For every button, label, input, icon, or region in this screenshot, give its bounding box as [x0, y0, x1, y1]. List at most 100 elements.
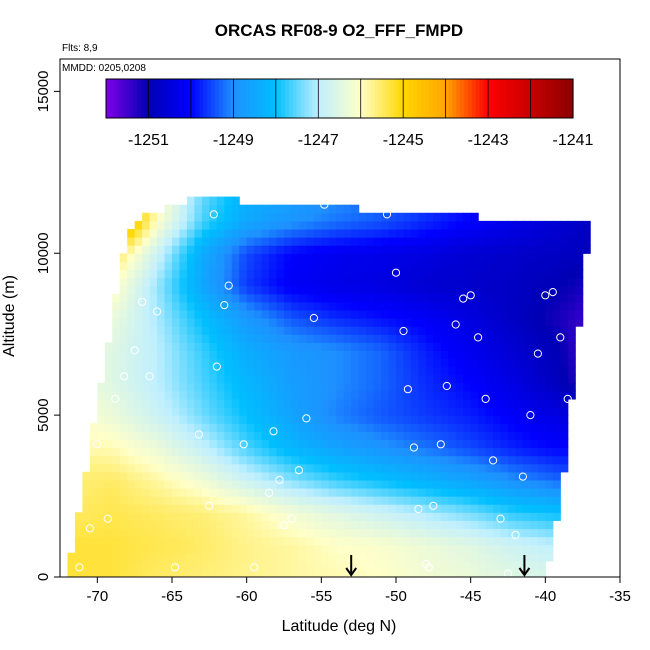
heatmap-cell [157, 568, 166, 577]
heatmap-cell [545, 463, 554, 473]
heatmap-cell [545, 455, 554, 465]
heatmap-cell [470, 237, 479, 246]
heatmap-cell [448, 415, 457, 424]
heatmap-cell [112, 350, 121, 360]
heatmap-cell [396, 228, 405, 238]
heatmap-cell [537, 504, 546, 513]
heatmap-cell [142, 415, 151, 424]
heatmap-cell [149, 415, 158, 424]
heatmap-cell [522, 326, 531, 335]
heatmap-cell [104, 350, 113, 360]
heatmap-cell [530, 496, 539, 505]
heatmap-cell [530, 318, 539, 327]
heatmap-cell [313, 431, 322, 440]
heatmap-cell [134, 318, 143, 327]
heatmap-cell [89, 536, 98, 546]
observation-point [548, 288, 557, 297]
heatmap-cell [209, 204, 218, 214]
heatmap-cell [67, 568, 76, 577]
heatmap-cell [418, 487, 427, 497]
heatmap-cell [366, 415, 375, 424]
heatmap-cell [470, 487, 479, 497]
heatmap-cell [336, 228, 345, 238]
heatmap-cell [284, 277, 293, 287]
heatmap-cell [269, 390, 278, 400]
heatmap-cell [157, 528, 166, 538]
heatmap-cell [97, 382, 106, 392]
heatmap-cell [358, 309, 367, 319]
heatmap-cell [485, 350, 494, 360]
heatmap-cell [373, 423, 382, 432]
heatmap-cell [522, 431, 531, 440]
heatmap-cell [224, 342, 233, 351]
observation-point [209, 210, 218, 219]
heatmap-cell [478, 512, 487, 521]
heatmap-cell [261, 471, 270, 481]
heatmap-cell [478, 439, 487, 449]
heatmap-cell [276, 544, 285, 554]
heatmap-cell [508, 245, 517, 254]
heatmap-cell [508, 334, 517, 343]
heatmap-cell [172, 455, 181, 465]
heatmap-cell [157, 212, 166, 222]
heatmap-cell [366, 568, 375, 577]
heatmap-cell [269, 512, 278, 521]
heatmap-cell [112, 496, 121, 505]
heatmap-cell [254, 431, 263, 440]
heatmap-cell [470, 568, 479, 577]
y-tick-label: 5000 [35, 398, 52, 431]
colorbar-segment [545, 79, 551, 118]
heatmap-cell [254, 366, 263, 376]
heatmap-cell [112, 366, 121, 376]
heatmap-cell [127, 528, 136, 538]
observation-point [556, 333, 565, 342]
heatmap-cell [149, 334, 158, 343]
heatmap-cell [545, 301, 554, 311]
heatmap-cell [381, 431, 390, 440]
heatmap-cell [410, 326, 419, 335]
heatmap-cell [351, 318, 360, 327]
heatmap-cell [149, 520, 158, 530]
heatmap-cell [515, 293, 524, 303]
heatmap-cell [448, 479, 457, 489]
heatmap-cell [515, 390, 524, 400]
colorbar-segment [156, 79, 162, 118]
heatmap-cell [403, 245, 412, 254]
heatmap-cell [254, 496, 263, 505]
heatmap-cell [224, 382, 233, 392]
heatmap-cell [112, 463, 121, 473]
observation-point [399, 326, 408, 336]
heatmap-cell [351, 253, 360, 262]
heatmap-cell [575, 318, 584, 327]
heatmap-cell [515, 479, 524, 489]
heatmap-cell [134, 512, 143, 521]
heatmap-cell [351, 423, 360, 432]
heatmap-cell [515, 504, 524, 513]
heatmap-cell [545, 334, 554, 343]
heatmap-cell [537, 431, 546, 440]
heatmap-cell [530, 261, 539, 271]
heatmap-cell [470, 269, 479, 279]
heatmap-cell [418, 245, 427, 254]
heatmap-cell [358, 528, 367, 538]
heatmap-cell [410, 487, 419, 497]
heatmap-cell [321, 318, 330, 327]
heatmap-cell [448, 568, 457, 577]
colorbar-segment [133, 79, 138, 118]
heatmap-cell [82, 528, 91, 538]
heatmap-cell [201, 318, 210, 327]
heatmap-cell [119, 552, 128, 562]
heatmap-cell [500, 245, 509, 254]
heatmap-cell [201, 479, 210, 489]
heatmap-cell [328, 334, 337, 343]
heatmap-cell [336, 277, 345, 287]
heatmap-cell [284, 471, 293, 481]
heatmap-cell [112, 334, 121, 343]
heatmap-cell [269, 455, 278, 465]
heatmap-cell [164, 423, 173, 432]
heatmap-cell [381, 463, 390, 473]
heatmap-cell [313, 366, 322, 376]
heatmap-cell [455, 342, 464, 351]
heatmap-cell [396, 293, 405, 303]
heatmap-cell [224, 544, 233, 554]
